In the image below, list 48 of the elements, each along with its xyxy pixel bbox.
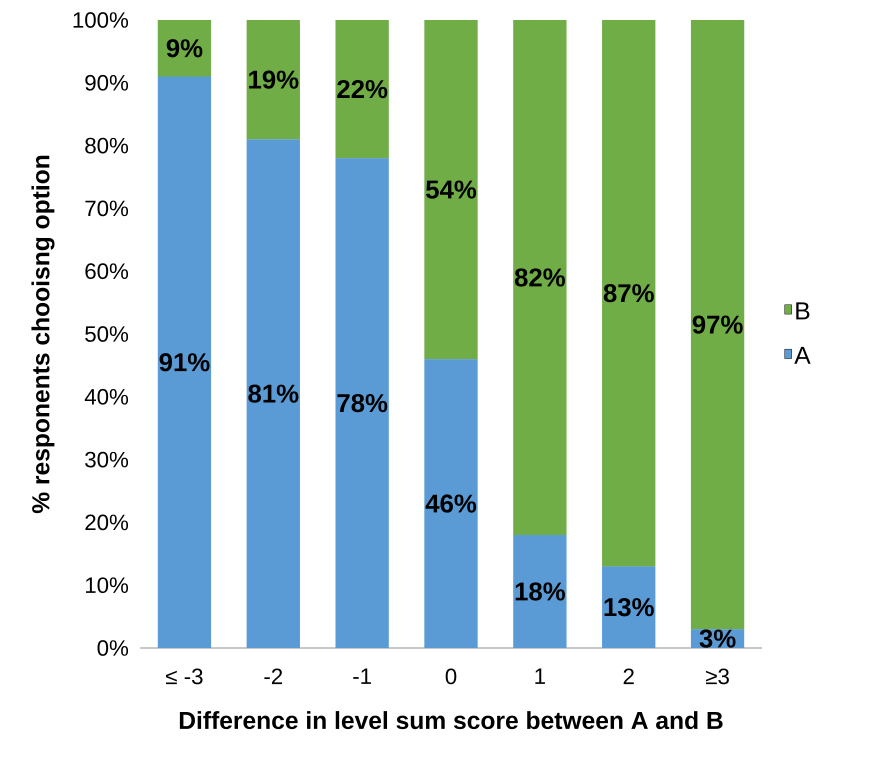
data-label: 46% (426, 494, 476, 513)
data-label: 54% (426, 180, 476, 199)
bar (513, 534, 567, 648)
data-label: 82% (514, 268, 565, 287)
data-label: 87% (604, 284, 654, 302)
bar (602, 20, 656, 566)
x-tick-label: ≥3 (706, 668, 729, 684)
legend-label: B (796, 302, 810, 320)
bar (335, 20, 389, 158)
bar (602, 566, 656, 648)
data-label: 78% (337, 394, 388, 412)
y-tick-label: 90% (85, 74, 128, 91)
bar (335, 158, 389, 648)
y-tick-label: 40% (84, 388, 128, 405)
y-axis-title: % responents chooisng option (31, 156, 54, 514)
legend-label: A (794, 346, 811, 364)
bar (246, 139, 300, 648)
data-label: 19% (249, 70, 298, 89)
x-tick-label: -2 (264, 668, 282, 684)
y-tick-label: 30% (85, 452, 128, 468)
data-label: 9% (166, 39, 202, 58)
y-tick-label: 70% (85, 200, 128, 216)
bar (513, 20, 567, 535)
x-tick-label: 0 (446, 668, 456, 684)
y-tick-label: 50% (85, 326, 128, 342)
x-axis-title: Difference in level sum score between A and B (180, 711, 723, 730)
x-tick-label: ≤ -3 (166, 668, 203, 684)
y-tick-label: 20% (85, 514, 128, 530)
bar (158, 76, 212, 648)
y-tick-label: 60% (85, 263, 128, 280)
bar (424, 20, 478, 360)
data-label: 22% (337, 80, 388, 98)
data-label: 81% (248, 384, 298, 403)
x-tick-label: 2 (624, 668, 634, 684)
bar (246, 20, 300, 140)
x-tick-label: 1 (535, 668, 545, 684)
bar (690, 20, 744, 630)
data-label: 13% (604, 598, 654, 616)
data-label: 91% (160, 353, 210, 372)
data-label: 3% (700, 629, 736, 648)
x-tick-label: -1 (353, 668, 371, 684)
y-tick-label: 80% (85, 138, 128, 154)
y-tick-label: 0% (98, 640, 128, 656)
bar (424, 359, 478, 648)
data-label: 18% (516, 582, 565, 601)
y-tick-label: 10% (86, 577, 128, 594)
y-tick-label: 100% (74, 12, 128, 28)
data-label: 97% (692, 315, 743, 334)
